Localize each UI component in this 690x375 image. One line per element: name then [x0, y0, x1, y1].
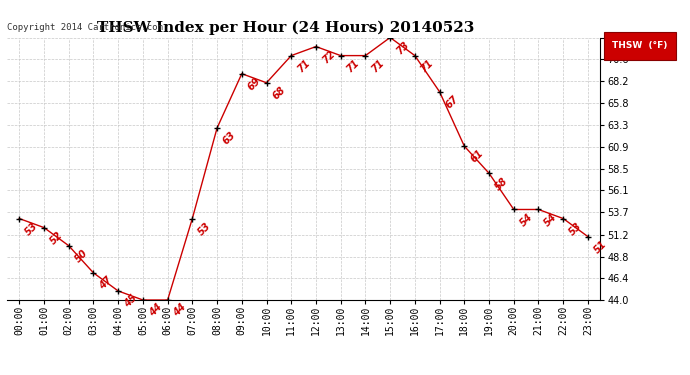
Text: 54: 54 — [518, 211, 535, 228]
Title: THSW Index per Hour (24 Hours) 20140523: THSW Index per Hour (24 Hours) 20140523 — [97, 21, 475, 35]
Text: 67: 67 — [444, 94, 460, 111]
Text: 71: 71 — [295, 58, 312, 74]
Text: 44: 44 — [147, 302, 164, 319]
Text: 45: 45 — [122, 293, 139, 310]
Text: 44: 44 — [172, 302, 188, 319]
Text: 53: 53 — [567, 220, 584, 237]
Text: 53: 53 — [23, 220, 40, 237]
Text: 71: 71 — [370, 58, 386, 74]
Text: 58: 58 — [493, 176, 510, 192]
Text: 71: 71 — [345, 58, 362, 74]
Text: THSW  (°F): THSW (°F) — [612, 42, 668, 51]
Text: 51: 51 — [592, 239, 609, 255]
Text: 73: 73 — [394, 39, 411, 56]
Text: 69: 69 — [246, 76, 263, 92]
Text: Copyright 2014 Cartronics.com: Copyright 2014 Cartronics.com — [7, 22, 163, 32]
Text: 53: 53 — [197, 220, 213, 237]
Text: 63: 63 — [221, 130, 238, 147]
Text: 47: 47 — [97, 275, 115, 291]
Text: 72: 72 — [320, 49, 337, 65]
Text: 61: 61 — [469, 148, 485, 165]
Text: 71: 71 — [419, 58, 435, 74]
Text: 50: 50 — [73, 248, 90, 264]
Text: 54: 54 — [542, 211, 560, 228]
Text: 52: 52 — [48, 230, 65, 246]
Text: 68: 68 — [270, 85, 287, 101]
